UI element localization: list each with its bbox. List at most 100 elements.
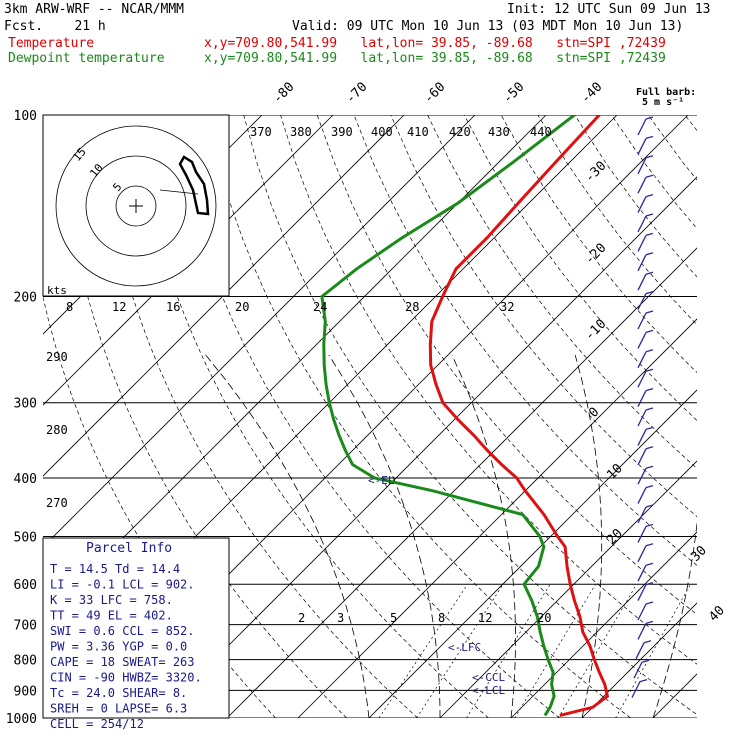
hodograph-ring	[115, 185, 157, 227]
wind-barb-flag	[645, 232, 654, 237]
hodograph-units-label: kts	[47, 284, 67, 297]
isotherm-label: 0	[586, 405, 602, 421]
full-barb-legend: Full barb:	[636, 87, 696, 98]
wind-barb-flag	[645, 349, 654, 353]
dewpoint-profile	[320, 115, 576, 717]
wind-barb	[637, 118, 647, 136]
isotherm-label: -50	[500, 80, 527, 107]
wind-barb	[637, 215, 647, 233]
isotherm-line	[43, 115, 476, 718]
wind-barb-flag	[645, 310, 654, 314]
dry-adiabat-line	[132, 115, 489, 718]
speed-axis-label: 12	[112, 300, 126, 314]
wind-barb	[637, 390, 647, 407]
el-annotation: <-EL	[368, 474, 395, 487]
wind-barb-flag	[645, 407, 654, 411]
dewpoint-legend-label: Dewpoint temperature	[8, 51, 165, 66]
init-time: Init: 12 UTC Sun 09 Jun 13	[507, 2, 711, 17]
dry-adiabat-line	[427, 115, 697, 718]
wind-barb-flag	[645, 562, 654, 566]
parcel-info-row: TT = 49 EL = 402.	[50, 609, 173, 623]
mixing-ratio-label: 8	[438, 611, 445, 625]
pressure-tick-label: 500	[14, 530, 37, 545]
mixing-ratio-label: 2	[298, 611, 305, 625]
wind-barb-flag	[645, 193, 654, 198]
dry-adiabat-line	[206, 115, 631, 718]
isotherm-label: -80	[270, 80, 297, 107]
parcel-info-row: CELL = 254/12	[50, 717, 144, 731]
hodograph-storm-vector	[159, 189, 199, 195]
wind-barb	[637, 235, 647, 252]
dry-adiabat-line	[390, 115, 697, 718]
wind-barb-flag	[645, 155, 654, 159]
wind-barb-flag	[645, 368, 654, 372]
isotherm-label: 20	[604, 526, 626, 548]
theta-label: 280	[46, 423, 68, 437]
dry-adiabat-line	[537, 115, 697, 718]
isotherm-line	[581, 115, 697, 718]
isotherm-line	[652, 115, 697, 718]
isotherm-line	[297, 115, 697, 718]
mixing-ratio-label: 20	[537, 611, 551, 625]
pressure-tick-label: 800	[14, 654, 37, 669]
mixing-ratio-line	[557, 584, 637, 718]
wind-barb	[637, 564, 647, 582]
mixing-ratio-line	[615, 584, 691, 718]
parcel-info-row: SREH = 0 LAPSE= 6.3	[50, 702, 187, 716]
full-barb-legend-units: 5 m s⁻¹	[642, 97, 684, 108]
wind-barb	[637, 370, 647, 388]
wind-barb	[637, 351, 647, 369]
isotherm-line	[43, 115, 334, 718]
theta-label: 270	[46, 496, 68, 510]
hodograph-trace	[178, 155, 210, 216]
theta-label: 290	[46, 350, 68, 364]
theta-label: 440	[530, 125, 552, 139]
pressure-tick-label: 600	[14, 578, 37, 593]
lfc-annotation: <-LFC	[448, 641, 481, 654]
mixing-ratio-line	[416, 584, 504, 718]
theta-label: 380	[290, 125, 312, 139]
model-title: 3km ARW-WRF -- NCAR/MMM	[4, 2, 185, 17]
moist-adiabat-line	[652, 354, 697, 718]
dry-adiabat-line	[500, 115, 697, 718]
theta-label: 390	[331, 125, 353, 139]
pressure-tick-label: 400	[14, 472, 37, 487]
wind-barb-flag	[639, 678, 648, 683]
dry-adiabat-line	[169, 115, 560, 718]
pressure-tick-label: 300	[14, 397, 37, 412]
wind-barb	[637, 603, 647, 621]
wind-barb-flag	[645, 523, 654, 528]
ccl-annotation: <-CCL	[472, 671, 505, 684]
wind-barb	[637, 196, 647, 213]
speed-axis-label: 16	[166, 300, 180, 314]
wind-barb-flag	[645, 387, 654, 392]
mixing-ratio-line	[514, 584, 596, 718]
wind-barb-flag	[645, 446, 654, 450]
theta-label: 370	[250, 125, 272, 139]
wind-barb	[637, 176, 647, 194]
dry-adiabat-line	[243, 115, 697, 718]
parcel-info-row: K = 33 LFC = 758.	[50, 593, 173, 607]
parcel-info-row: CIN = -90 HWBZ= 3320.	[50, 671, 202, 685]
wind-barb-flag	[645, 601, 654, 605]
parcel-info-row: LI = -0.1 LCL = 902.	[50, 578, 195, 592]
isotherm-label: -70	[343, 80, 370, 107]
forecast-hour: Fcst. 21 h	[4, 19, 106, 34]
wind-barb	[637, 584, 647, 601]
wind-barb	[637, 273, 647, 291]
wind-barb	[637, 429, 647, 446]
theta-label: 420	[449, 125, 471, 139]
dry-adiabat-line	[684, 115, 697, 718]
isotherm-line	[43, 115, 405, 718]
mixing-ratio-label: 12	[478, 611, 492, 625]
parcel-info-row: Tc = 24.0 SHEAR= 8.	[50, 686, 187, 700]
theta-label: 400	[371, 125, 393, 139]
theta-label: 430	[488, 125, 510, 139]
wind-barb-flag	[645, 329, 654, 334]
dry-adiabat-line	[647, 115, 697, 718]
wind-barb	[631, 681, 641, 698]
mixing-ratio-label: 3	[337, 611, 344, 625]
wind-barb-flag	[645, 116, 654, 120]
wind-barb-flag	[645, 426, 654, 431]
pressure-tick-label: 200	[14, 291, 37, 306]
